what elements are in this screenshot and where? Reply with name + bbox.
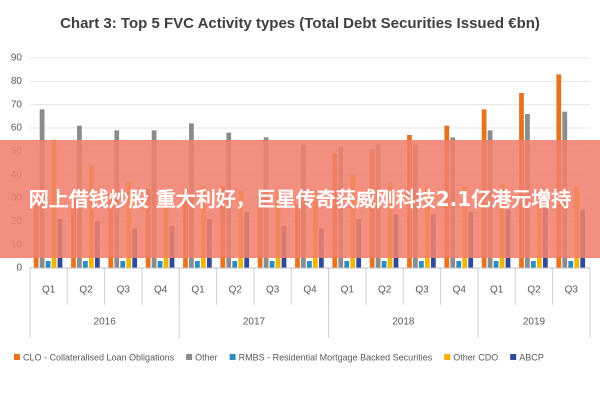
x-tick-label: Q2 bbox=[79, 285, 93, 296]
x-tick-label: Q1 bbox=[42, 285, 56, 296]
x-tick-label: Q1 bbox=[341, 285, 355, 296]
bar bbox=[45, 261, 51, 268]
x-tick-label: Q4 bbox=[303, 285, 317, 296]
legend-swatch bbox=[186, 354, 193, 360]
x-tick-label: Q1 bbox=[191, 285, 205, 296]
bar bbox=[269, 261, 275, 268]
x-tick-label: Q3 bbox=[117, 285, 131, 296]
x-tick-label: Q2 bbox=[527, 285, 541, 296]
bar bbox=[157, 261, 163, 268]
x-tick-label: Q3 bbox=[266, 285, 280, 296]
legend-swatch bbox=[229, 354, 236, 360]
group-label: 2018 bbox=[392, 317, 415, 328]
legend-label: CLO - Collateralised Loan Obligations bbox=[23, 352, 175, 362]
bar bbox=[232, 261, 238, 268]
bar bbox=[568, 261, 574, 268]
x-tick-label: Q4 bbox=[453, 285, 467, 296]
bar bbox=[419, 261, 424, 268]
bar bbox=[120, 261, 126, 268]
bar bbox=[381, 261, 387, 268]
legend-label: ABCP bbox=[519, 352, 544, 362]
bar bbox=[83, 261, 88, 268]
bar bbox=[344, 261, 350, 268]
legend-label: Other CDO bbox=[453, 352, 498, 362]
bar bbox=[307, 261, 312, 268]
y-tick-label: 60 bbox=[11, 123, 23, 134]
legend-label: RMBS - Residential Mortgage Backed Secur… bbox=[239, 352, 433, 362]
y-tick-label: 0 bbox=[16, 263, 22, 274]
x-tick-label: Q3 bbox=[415, 285, 429, 296]
legend-swatch bbox=[14, 354, 20, 360]
legend-swatch bbox=[444, 354, 451, 360]
legend-label: Other bbox=[195, 352, 218, 362]
x-tick-label: Q3 bbox=[565, 285, 579, 296]
group-label: 2016 bbox=[94, 317, 117, 328]
bar bbox=[195, 261, 200, 268]
chart-title: Chart 3: Top 5 FVC Activity types (Total… bbox=[60, 15, 540, 32]
x-tick-label: Q2 bbox=[229, 285, 243, 296]
legend-swatch bbox=[510, 354, 517, 360]
y-tick-label: 90 bbox=[11, 53, 23, 64]
x-tick-label: Q2 bbox=[378, 285, 392, 296]
group-label: 2019 bbox=[523, 317, 546, 328]
bar bbox=[456, 261, 462, 268]
banner-text: 网上借钱炒股 重大利好，巨星传奇获威刚科技2.1亿港元增持 bbox=[28, 187, 572, 211]
bar bbox=[493, 261, 499, 268]
group-label: 2017 bbox=[243, 317, 266, 328]
banner: 网上借钱炒股 重大利好，巨星传奇获威刚科技2.1亿港元增持 bbox=[0, 140, 600, 258]
bar bbox=[531, 261, 536, 268]
y-tick-label: 70 bbox=[11, 99, 23, 110]
y-tick-label: 80 bbox=[11, 76, 23, 87]
x-tick-label: Q1 bbox=[490, 285, 504, 296]
x-tick-label: Q4 bbox=[154, 285, 168, 296]
